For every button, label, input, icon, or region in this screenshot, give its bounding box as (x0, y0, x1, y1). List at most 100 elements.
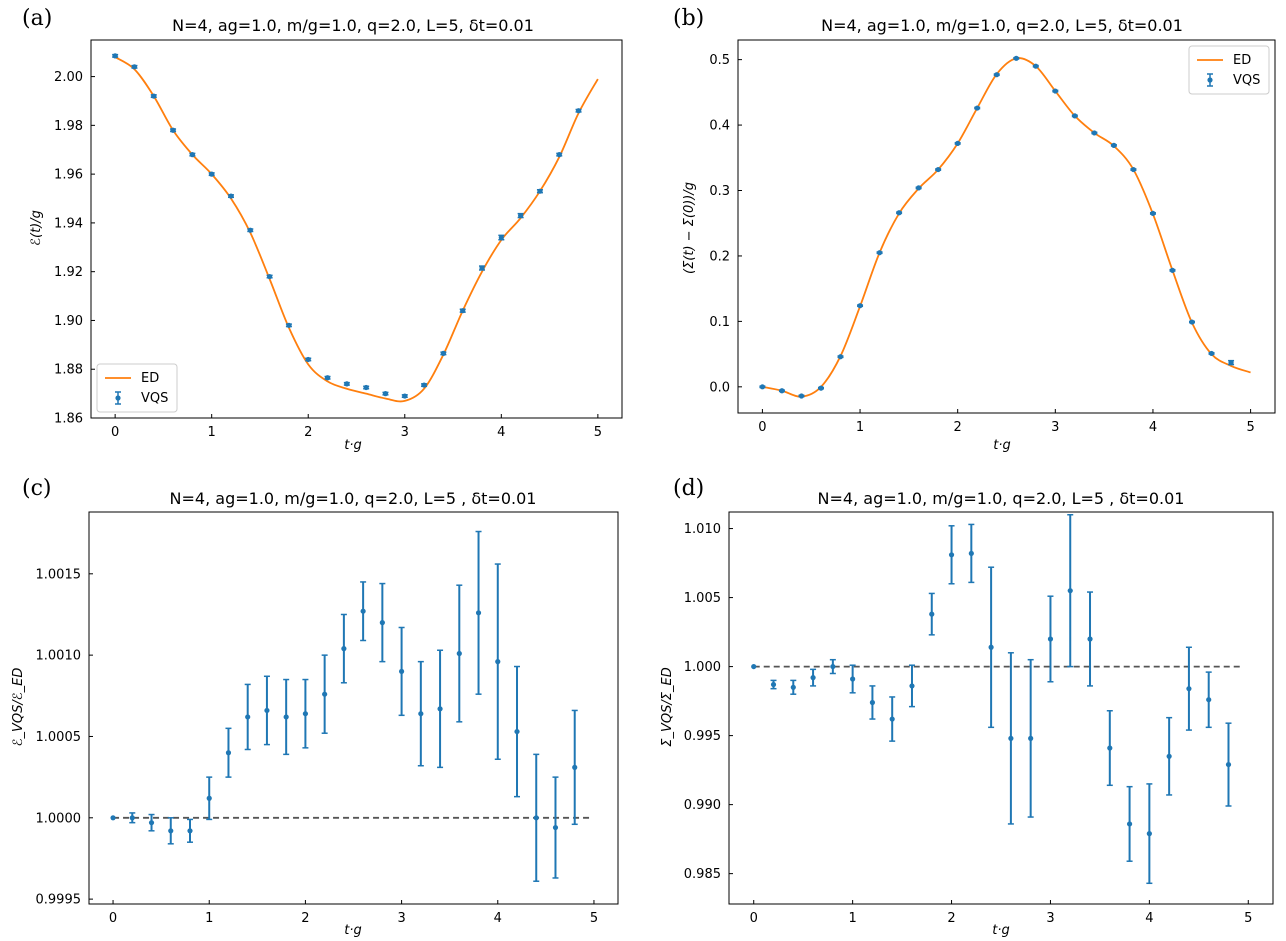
data-point (418, 711, 424, 717)
data-point (1033, 63, 1039, 69)
data-point (1225, 761, 1232, 768)
y-tick-label: 0.985 (684, 867, 721, 882)
data-point (398, 668, 405, 675)
y-tick-label: 1.88 (54, 363, 83, 378)
y-tick-label: 1.86 (54, 412, 83, 427)
x-tick-label: 2 (954, 420, 962, 435)
legend-ed-label: ED (141, 371, 159, 386)
data-point (168, 828, 174, 834)
data-point (876, 250, 883, 256)
x-tick-label: 0 (111, 425, 119, 440)
y-tick-label: 0.0 (709, 380, 730, 395)
data-point (779, 388, 785, 394)
x-tick-label: 1 (208, 425, 216, 440)
chart-a: N=4, ag=1.0, m/g=1.0, q=2.0, L=5, δt=0.0… (29, 16, 623, 453)
y-tick-label: 0.5 (709, 53, 730, 68)
data-point (968, 550, 974, 557)
data-point (798, 393, 805, 399)
y-tick-label: 0.4 (709, 119, 730, 134)
x-tick-label: 5 (594, 425, 602, 440)
data-point (322, 691, 328, 697)
y-tick-label: 0.990 (684, 798, 721, 813)
y-axis-label: ℰ_VQS/ℰ_ED (11, 668, 26, 747)
y-tick-label: 0.9995 (36, 893, 82, 908)
x-axis-label: t·g (344, 923, 361, 938)
data-point (341, 646, 347, 652)
data-point (245, 714, 251, 720)
x-tick-label: 3 (401, 425, 409, 440)
y-tick-label: 1.000 (684, 660, 721, 675)
data-point (187, 828, 193, 834)
panel-label: (a) (22, 6, 53, 31)
x-tick-label: 0 (750, 911, 758, 926)
y-tick-label: 1.90 (54, 314, 83, 329)
x-tick-label: 0 (758, 420, 766, 435)
data-point (402, 393, 408, 399)
panel-c: (c) N=4, ag=1.0, m/g=1.0, q=2.0, L=5 , δ… (0, 470, 643, 941)
data-point (421, 382, 427, 388)
data-point (440, 350, 446, 356)
data-point (324, 375, 331, 381)
data-point (575, 108, 582, 114)
x-tick-label: 4 (1145, 911, 1153, 926)
data-point (151, 93, 157, 99)
data-point (283, 714, 289, 720)
data-point (360, 608, 366, 614)
data-point (818, 385, 824, 391)
x-tick-label: 3 (1051, 420, 1059, 435)
data-point (1208, 350, 1215, 357)
panel-label: (b) (673, 6, 705, 31)
data-point (1091, 130, 1097, 136)
plot-frame (90, 39, 623, 419)
data-point (110, 815, 116, 821)
y-tick-label: 2.00 (54, 70, 83, 85)
data-point (948, 552, 955, 558)
data-point (1146, 831, 1152, 837)
data-point (810, 675, 816, 681)
data-point (572, 764, 578, 770)
plot-frame (728, 511, 1274, 905)
data-point (437, 706, 443, 712)
y-axis-label: ℰ(t)/g (29, 210, 44, 246)
data-point (498, 234, 504, 241)
data-point (1186, 686, 1192, 692)
data-point (850, 676, 856, 682)
y-tick-label: 1.96 (54, 168, 83, 183)
x-tick-label: 4 (1149, 420, 1157, 435)
data-point (479, 265, 485, 271)
data-point (857, 303, 863, 309)
data-point (955, 140, 961, 146)
chart-b: N=4, ag=1.0, m/g=1.0, q=2.0, L=5, δt=0.0… (682, 16, 1276, 453)
x-tick-label: 3 (1046, 911, 1054, 926)
data-point (869, 699, 876, 706)
x-axis-label: t·g (344, 438, 361, 453)
y-tick-label: 1.0000 (36, 811, 82, 826)
y-tick-label: 1.010 (684, 522, 721, 537)
chart-c: N=4, ag=1.0, m/g=1.0, q=2.0, L=5 , δt=0.… (11, 489, 619, 938)
x-tick-label: 2 (304, 425, 312, 440)
chart-title: N=4, ag=1.0, m/g=1.0, q=2.0, L=5, δt=0.0… (821, 16, 1183, 35)
data-point (790, 684, 796, 690)
y-tick-label: 1.0005 (36, 730, 82, 745)
data-point (1028, 735, 1034, 741)
data-point (909, 683, 915, 689)
data-point (837, 354, 844, 360)
legend-vqs-marker (115, 395, 121, 401)
data-point (460, 308, 466, 314)
legend-vqs-label: VQS (141, 391, 168, 406)
data-point (379, 620, 385, 626)
y-tick-label: 0.1 (709, 315, 730, 330)
ed-line (762, 57, 1251, 398)
legend: ED VQS (1188, 45, 1270, 95)
chart-title: N=4, ag=1.0, m/g=1.0, q=2.0, L=5, δt=0.0… (172, 16, 534, 35)
x-tick-label: 2 (301, 911, 309, 926)
y-tick-label: 1.92 (54, 265, 83, 280)
data-point (988, 644, 994, 650)
data-point (170, 127, 176, 133)
chart-title: N=4, ag=1.0, m/g=1.0, q=2.0, L=5 , δt=0.… (170, 489, 537, 508)
data-point (1130, 166, 1137, 173)
legend: ED VQS (96, 363, 178, 413)
data-point (759, 384, 766, 390)
data-point (382, 391, 389, 397)
data-point (1052, 88, 1058, 94)
